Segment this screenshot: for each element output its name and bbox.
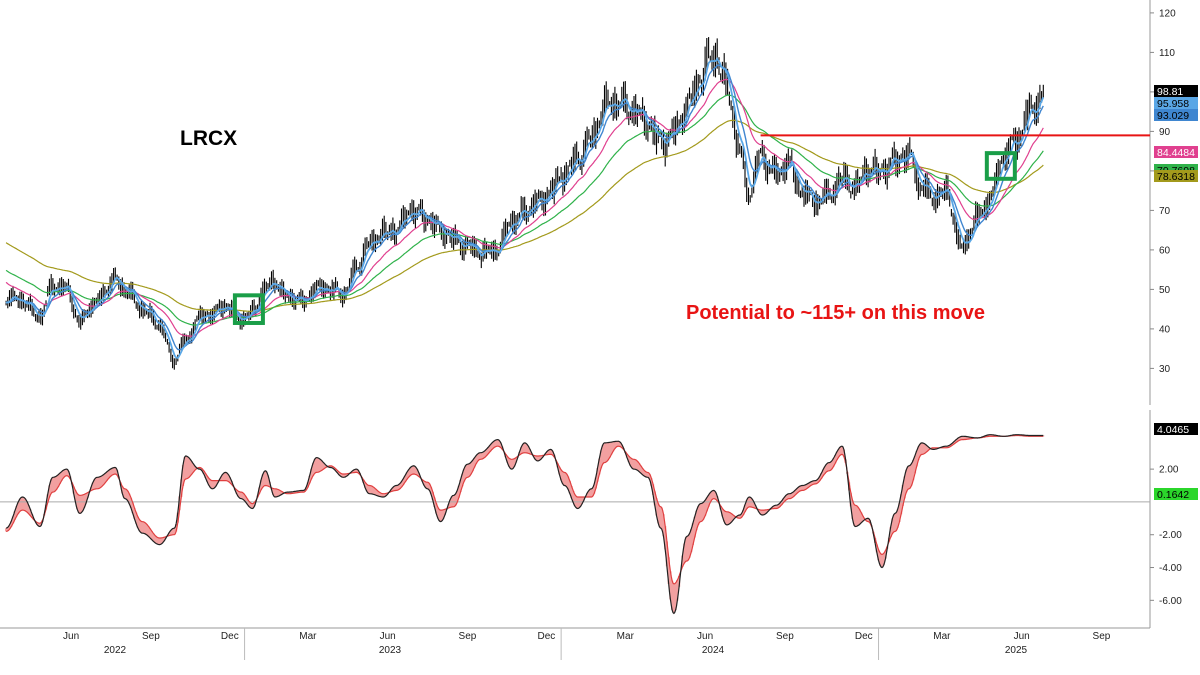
value-tag-label: 98.81 <box>1157 86 1183 98</box>
month-tick-label: Mar <box>933 631 951 642</box>
year-tick-label: 2022 <box>104 645 127 656</box>
price-tick-label: 90 <box>1159 127 1171 138</box>
month-tick-label: Jun <box>1014 631 1030 642</box>
month-tick-label: Mar <box>617 631 635 642</box>
annotations: LRCX Potential to ~115+ on this move <box>180 127 985 324</box>
value-tag <box>1154 488 1198 500</box>
value-tag <box>1154 85 1198 97</box>
value-tag <box>1154 109 1198 121</box>
value-tag-label: 4.0465 <box>1157 424 1189 436</box>
price-tick-label: 110 <box>1159 48 1175 59</box>
oscillator-panel <box>0 434 1150 615</box>
value-tag-label: 84.4484 <box>1157 147 1195 159</box>
ema-slow-line <box>5 64 1044 351</box>
ema-fast-line <box>5 57 1045 359</box>
ma-olive-line <box>5 119 1044 312</box>
crossover-box <box>984 151 1017 181</box>
price-tick-label: 40 <box>1159 324 1171 335</box>
ma-pink-line <box>5 78 1044 337</box>
year-tick-label: 2025 <box>1005 645 1028 656</box>
month-tick-label: Dec <box>537 631 555 642</box>
month-tick-label: Dec <box>221 631 239 642</box>
month-tick-label: Sep <box>459 631 477 642</box>
price-panel <box>5 37 1150 370</box>
month-tick-label: Jun <box>697 631 713 642</box>
price-tick-label: 120 <box>1159 8 1176 19</box>
year-tick-label: 2024 <box>702 645 725 656</box>
month-tick-label: Sep <box>776 631 794 642</box>
chart-frame <box>0 0 1151 629</box>
price-tick-label: 50 <box>1159 285 1171 296</box>
price-tick-label: 30 <box>1159 364 1171 375</box>
oscillator-tick-label: -6.00 <box>1159 596 1182 607</box>
value-tag-label: 95.958 <box>1157 98 1189 110</box>
month-tick-label: Mar <box>299 631 317 642</box>
crossover-box <box>232 293 265 325</box>
oscillator-line <box>5 434 1044 615</box>
year-tick-label: 2023 <box>379 645 402 656</box>
value-tag-label: 78.6318 <box>1157 171 1195 183</box>
month-tick-label: Sep <box>1093 631 1111 642</box>
ma-green-line <box>5 94 1044 326</box>
value-tag <box>1154 423 1198 435</box>
value-tag <box>1154 170 1198 182</box>
oscillator-tick-label: 2.00 <box>1159 465 1179 476</box>
oscillator-tick-label: -2.00 <box>1159 530 1182 541</box>
value-tag-label: 0.1642 <box>1157 489 1189 501</box>
value-tag <box>1154 97 1198 109</box>
last-value-tags: 98.8195.95893.02984.448479.769878.63184.… <box>1154 85 1198 501</box>
month-tick-label: Sep <box>142 631 160 642</box>
value-tag <box>1154 146 1198 158</box>
price-tick-label: 70 <box>1159 206 1171 217</box>
oscillator-signal-line <box>6 434 1044 585</box>
price-tick-label: 60 <box>1159 245 1171 256</box>
month-tick-label: Dec <box>855 631 873 642</box>
oscillator-tick-label: -4.00 <box>1159 563 1182 574</box>
target-annotation: Potential to ~115+ on this move <box>686 302 985 324</box>
chart-title: LRCX <box>180 127 237 150</box>
month-tick-label: Jun <box>63 631 79 642</box>
month-tick-label: Jun <box>380 631 396 642</box>
value-tag-label: 93.029 <box>1157 110 1189 122</box>
